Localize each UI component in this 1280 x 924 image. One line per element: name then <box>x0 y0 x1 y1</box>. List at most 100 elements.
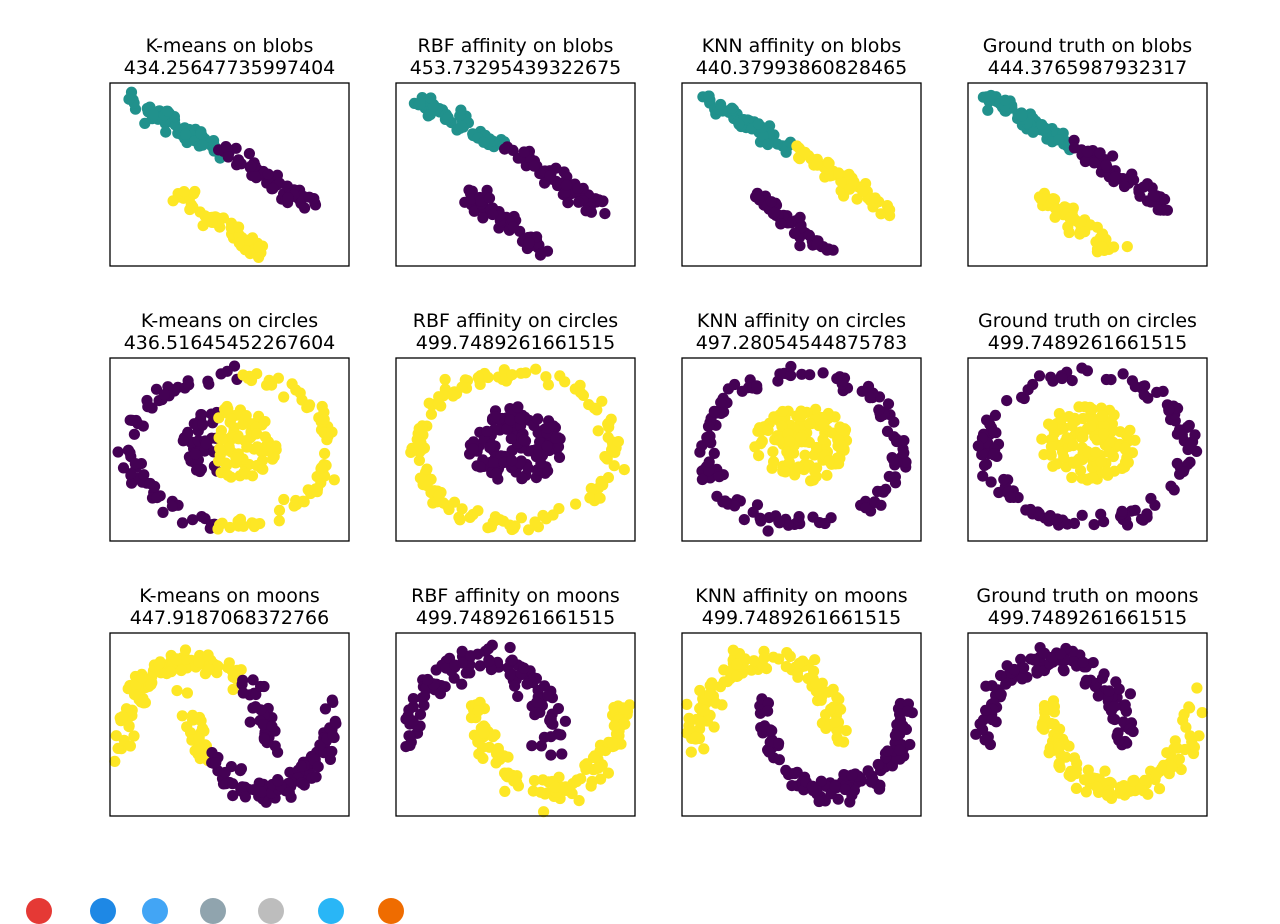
data-point-purple <box>483 655 495 667</box>
data-point-yellow <box>530 363 542 375</box>
data-point-yellow <box>1038 449 1050 461</box>
data-point-yellow <box>454 514 466 526</box>
data-point-purple <box>864 392 876 404</box>
data-point-purple <box>151 492 163 504</box>
data-point-yellow <box>602 767 615 779</box>
data-point-yellow <box>245 374 258 387</box>
data-point-yellow <box>599 451 611 463</box>
data-point-purple <box>1117 368 1129 380</box>
data-point-purple <box>897 720 909 732</box>
data-point-purple <box>550 432 562 444</box>
plot-frame <box>967 632 1208 817</box>
data-point-purple <box>124 447 136 459</box>
data-point-purple <box>1113 734 1125 746</box>
data-point-purple <box>1081 365 1093 377</box>
data-point-purple <box>860 502 872 514</box>
data-point-yellow <box>597 479 609 491</box>
data-point-yellow <box>1077 412 1089 425</box>
data-point-purple <box>1165 480 1177 492</box>
subplot-title: Ground truth on circles <box>978 310 1197 332</box>
subplot-score: 440.37993860828465 <box>696 57 908 79</box>
data-point-purple <box>970 728 982 740</box>
data-point-yellow <box>476 741 488 754</box>
data-point-purple <box>144 477 156 490</box>
data-point-purple <box>1189 429 1201 441</box>
data-point-yellow <box>791 667 804 679</box>
data-point-yellow <box>547 509 559 521</box>
data-point-purple <box>703 465 715 477</box>
plot-frame <box>681 632 922 817</box>
data-point-teal <box>757 130 769 142</box>
data-point-purple <box>556 748 568 760</box>
data-point-yellow <box>822 686 834 698</box>
data-point-purple <box>846 769 858 781</box>
data-point-yellow <box>777 405 789 418</box>
data-point-yellow <box>835 703 847 716</box>
subplot-title: RBF affinity on circles <box>413 310 618 332</box>
data-point-purple <box>817 367 829 379</box>
data-point-purple <box>1139 380 1151 392</box>
data-point-purple <box>258 733 270 745</box>
data-point-purple <box>985 476 997 488</box>
data-point-purple <box>904 738 916 751</box>
data-point-teal <box>195 128 207 140</box>
data-point-yellow <box>1082 446 1094 458</box>
data-point-purple <box>326 694 338 706</box>
data-point-yellow <box>1048 701 1060 713</box>
brush-icon[interactable] <box>378 898 404 924</box>
data-point-purple <box>976 449 988 461</box>
data-point-purple <box>773 754 786 766</box>
data-point-yellow <box>326 426 338 438</box>
chat-icon[interactable] <box>318 898 344 924</box>
data-point-yellow <box>1045 441 1057 453</box>
data-point-purple <box>599 208 611 220</box>
data-point-purple <box>183 379 195 391</box>
data-point-purple <box>755 515 767 527</box>
data-point-purple <box>998 473 1010 486</box>
data-point-purple <box>485 664 497 676</box>
data-point-purple <box>736 385 748 397</box>
data-point-yellow <box>123 720 135 732</box>
data-point-purple <box>813 517 826 529</box>
data-point-yellow <box>1184 702 1196 714</box>
data-point-yellow <box>1091 781 1103 793</box>
data-point-yellow <box>257 463 269 475</box>
chrome-icon[interactable] <box>26 898 52 924</box>
data-point-yellow <box>799 449 811 461</box>
data-point-yellow <box>1122 456 1134 469</box>
data-point-yellow <box>823 455 835 467</box>
data-point-purple <box>831 373 843 385</box>
data-point-purple <box>272 775 284 787</box>
data-point-yellow <box>499 785 511 798</box>
data-point-purple <box>989 409 1002 421</box>
data-point-purple <box>538 680 551 692</box>
data-point-yellow <box>523 524 535 536</box>
data-point-purple <box>794 211 806 223</box>
data-point-yellow <box>618 464 630 476</box>
data-point-yellow <box>784 435 796 447</box>
data-point-purple <box>544 170 556 182</box>
data-point-yellow <box>1035 193 1047 205</box>
data-point-purple <box>596 196 608 208</box>
data-point-yellow <box>571 775 583 788</box>
data-point-yellow <box>804 418 816 430</box>
globe-icon[interactable] <box>200 898 226 924</box>
data-point-purple <box>704 430 716 442</box>
document-icon[interactable] <box>142 898 168 924</box>
data-point-yellow <box>1080 786 1092 798</box>
data-point-yellow <box>1180 721 1192 733</box>
data-point-purple <box>702 420 715 433</box>
data-point-purple <box>542 690 554 702</box>
data-point-teal <box>478 136 490 148</box>
pen-icon[interactable] <box>90 898 116 924</box>
window-icon[interactable] <box>258 898 284 924</box>
data-point-purple <box>456 678 468 690</box>
data-point-yellow <box>421 480 433 492</box>
data-point-yellow <box>704 679 716 692</box>
subplot-title: K-means on blobs <box>146 35 314 57</box>
data-point-purple <box>762 525 774 537</box>
data-point-yellow <box>212 660 224 672</box>
